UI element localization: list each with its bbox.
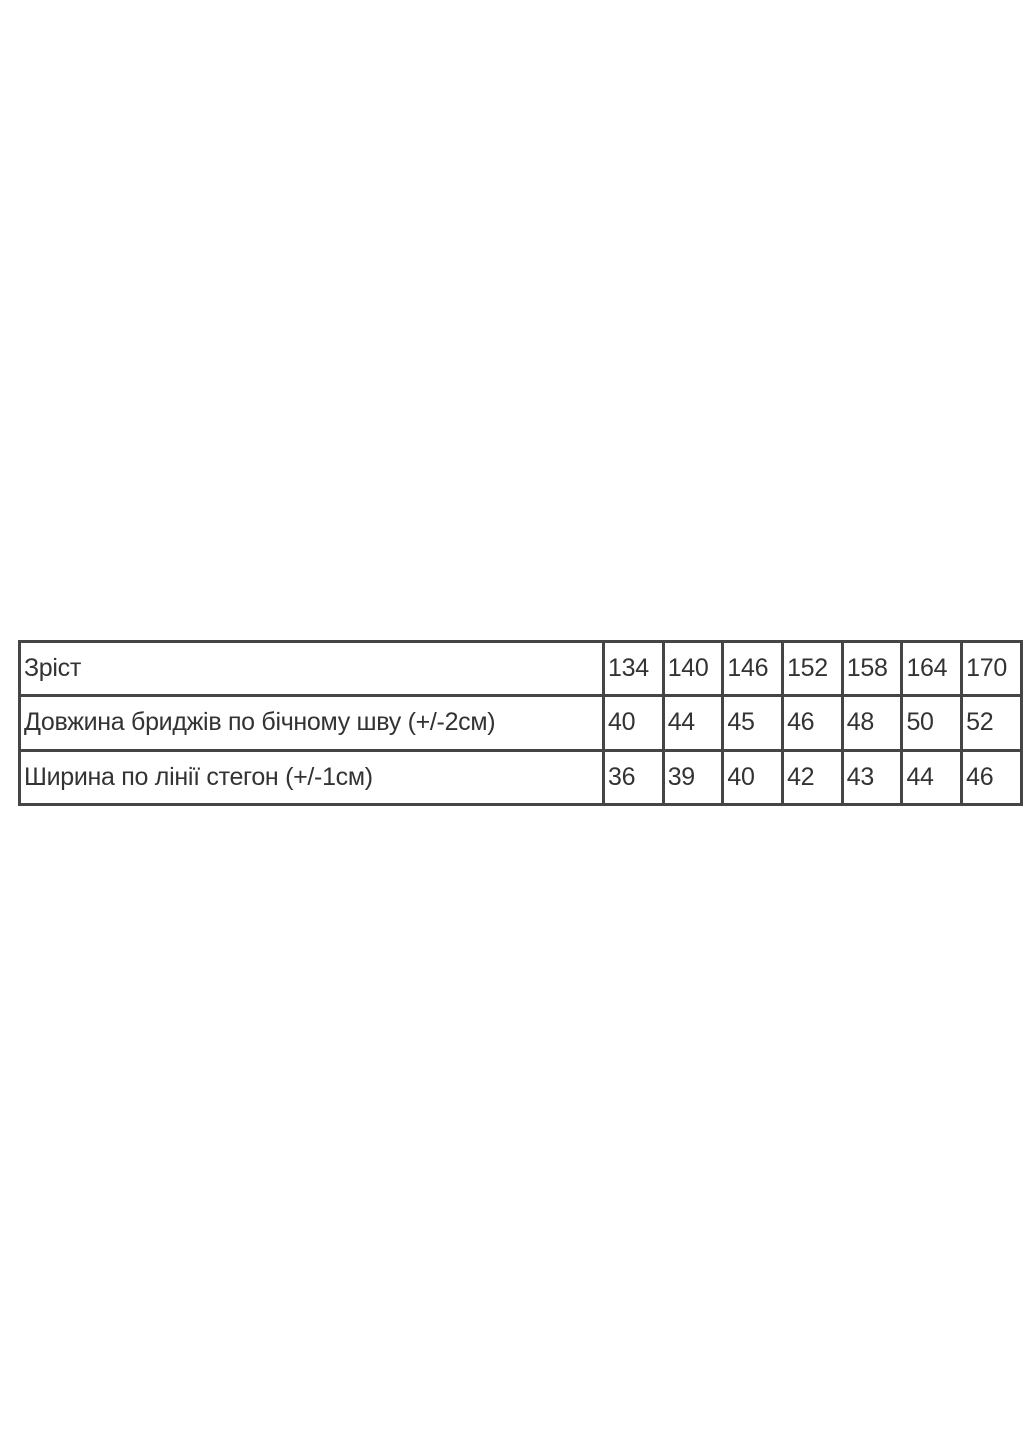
height-cell: 140 bbox=[661, 639, 725, 698]
value-cell: 46 bbox=[960, 748, 1023, 807]
length-row: Довжина бриджів по бічному шву (+/-2см) … bbox=[18, 694, 1023, 752]
value-cell: 43 bbox=[840, 748, 904, 807]
value-cell: 42 bbox=[781, 748, 844, 807]
value-cell: 45 bbox=[721, 694, 785, 752]
hip-width-row: Ширина по лінії стегон (+/-1см) 36 39 40… bbox=[18, 748, 1023, 807]
height-cell: 164 bbox=[900, 639, 964, 698]
value-cell: 40 bbox=[721, 748, 785, 807]
row-label: Довжина бриджів по бічному шву (+/-2см) bbox=[18, 694, 605, 752]
value-cell: 39 bbox=[661, 748, 725, 807]
value-cell: 52 bbox=[960, 694, 1023, 752]
value-cell: 44 bbox=[661, 694, 725, 752]
height-cell: 134 bbox=[602, 639, 665, 698]
size-chart-table: Зріст 134 140 146 152 158 164 170 Довжин… bbox=[18, 639, 1023, 807]
height-cell: 170 bbox=[960, 639, 1023, 698]
value-cell: 48 bbox=[840, 694, 904, 752]
row-label: Зріст bbox=[18, 639, 605, 698]
height-cell: 158 bbox=[840, 639, 904, 698]
value-cell: 36 bbox=[602, 748, 665, 807]
value-cell: 44 bbox=[900, 748, 964, 807]
height-cell: 152 bbox=[781, 639, 844, 698]
row-label: Ширина по лінії стегон (+/-1см) bbox=[18, 748, 605, 807]
value-cell: 46 bbox=[781, 694, 844, 752]
value-cell: 40 bbox=[602, 694, 665, 752]
value-cell: 50 bbox=[900, 694, 964, 752]
height-cell: 146 bbox=[721, 639, 785, 698]
height-row: Зріст 134 140 146 152 158 164 170 bbox=[18, 639, 1023, 698]
